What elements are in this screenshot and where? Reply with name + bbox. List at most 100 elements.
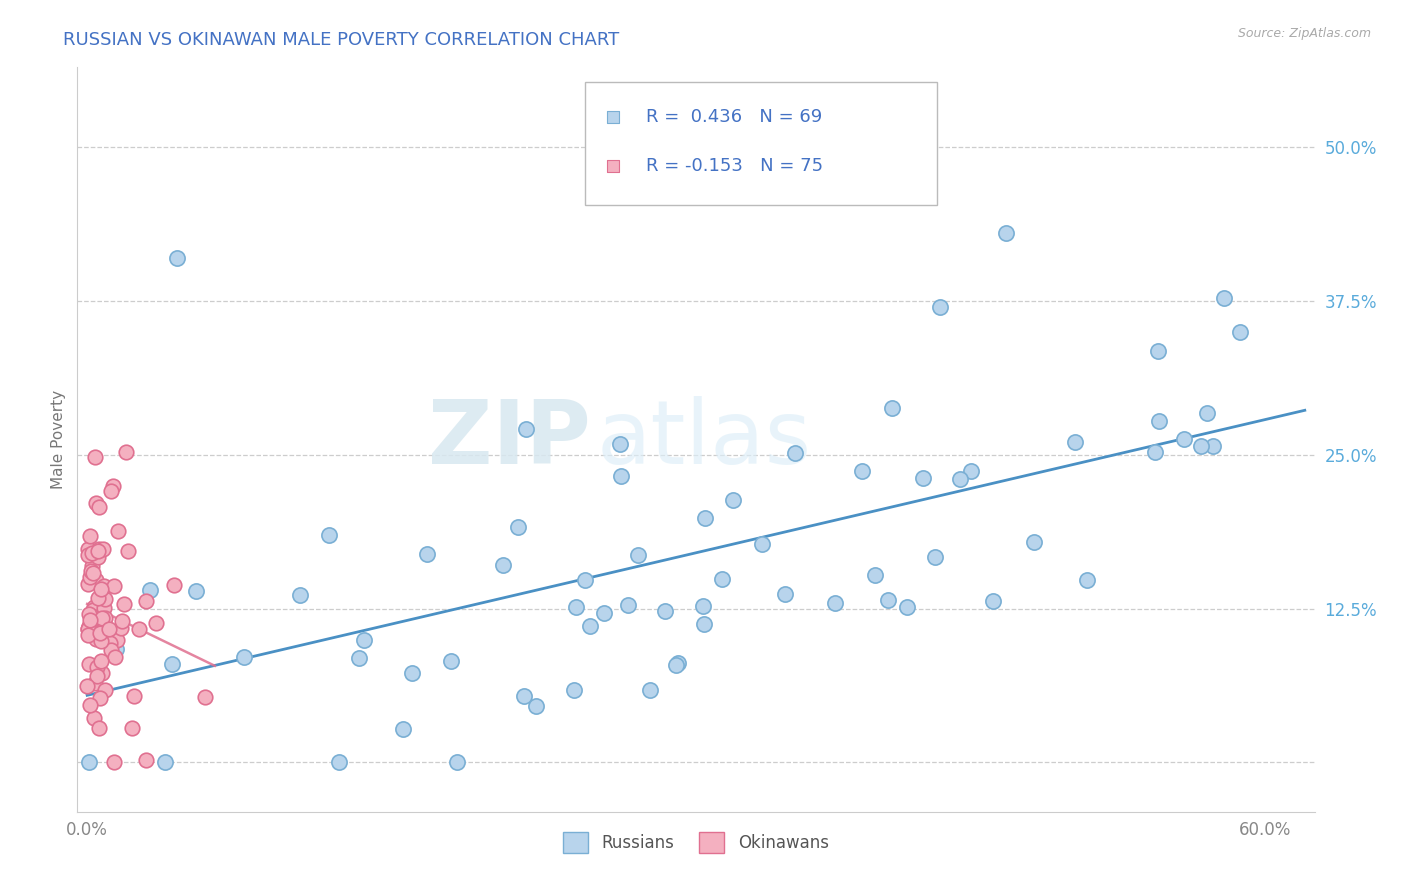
- Point: [1076, 573, 1098, 587]
- Text: atlas: atlas: [598, 396, 813, 483]
- Point: [1195, 407, 1218, 421]
- Legend: Russians, Okinawans: Russians, Okinawans: [557, 826, 835, 859]
- Point: [87, 549, 110, 564]
- Point: [84, 632, 107, 646]
- Point: [94, 592, 117, 607]
- Point: [166, 251, 188, 265]
- FancyBboxPatch shape: [585, 82, 938, 204]
- Point: [89, 542, 111, 557]
- Point: [90, 582, 112, 597]
- Point: [638, 683, 661, 698]
- Text: R = -0.153   N = 75: R = -0.153 N = 75: [647, 157, 824, 175]
- Point: [153, 756, 176, 770]
- Point: [103, 579, 125, 593]
- Point: [960, 464, 983, 478]
- Point: [93, 542, 115, 557]
- Point: [318, 528, 340, 542]
- Point: [592, 607, 614, 621]
- Point: [912, 471, 935, 485]
- Point: [492, 558, 515, 573]
- Point: [565, 600, 588, 615]
- Point: [87, 591, 110, 605]
- Point: [90, 654, 112, 668]
- Point: [77, 607, 100, 621]
- Point: [851, 464, 873, 478]
- Point: [79, 613, 101, 627]
- Point: [79, 698, 101, 712]
- Point: [83, 450, 105, 464]
- Point: [90, 665, 112, 680]
- Point: [77, 577, 100, 591]
- Point: [79, 529, 101, 543]
- Point: [93, 579, 115, 593]
- Point: [515, 421, 537, 435]
- Point: [1202, 439, 1225, 453]
- Point: [194, 690, 217, 705]
- Point: [90, 634, 112, 648]
- Point: [104, 649, 127, 664]
- Point: [1173, 433, 1195, 447]
- Point: [160, 657, 183, 672]
- Point: [84, 573, 107, 587]
- Point: [80, 559, 103, 574]
- Point: [79, 564, 101, 578]
- Text: RUSSIAN VS OKINAWAN MALE POVERTY CORRELATION CHART: RUSSIAN VS OKINAWAN MALE POVERTY CORRELA…: [63, 31, 620, 49]
- Point: [145, 615, 167, 630]
- Point: [184, 583, 207, 598]
- Point: [80, 615, 103, 629]
- Point: [87, 500, 110, 514]
- Point: [97, 622, 120, 636]
- Text: Source: ZipAtlas.com: Source: ZipAtlas.com: [1237, 27, 1371, 40]
- Point: [121, 721, 143, 735]
- Point: [77, 549, 100, 563]
- Point: [654, 604, 676, 618]
- Point: [288, 588, 311, 602]
- Point: [609, 437, 631, 451]
- Point: [98, 636, 121, 650]
- Text: ZIP: ZIP: [427, 396, 591, 483]
- Point: [924, 549, 946, 564]
- Y-axis label: Male Poverty: Male Poverty: [51, 390, 66, 489]
- Point: [82, 609, 104, 624]
- Point: [86, 669, 108, 683]
- Point: [880, 401, 903, 415]
- Point: [101, 478, 124, 492]
- Point: [824, 596, 846, 610]
- Point: [77, 623, 100, 637]
- Point: [949, 472, 972, 486]
- Point: [665, 658, 688, 673]
- Point: [139, 582, 162, 597]
- Point: [115, 444, 138, 458]
- Point: [440, 654, 463, 668]
- Point: [574, 573, 596, 587]
- Point: [562, 682, 585, 697]
- Point: [1213, 291, 1236, 305]
- Point: [415, 547, 437, 561]
- Point: [100, 642, 122, 657]
- Point: [100, 484, 122, 499]
- Point: [124, 690, 146, 704]
- Point: [76, 628, 98, 642]
- Point: [110, 622, 132, 636]
- Point: [82, 603, 104, 617]
- Point: [89, 721, 111, 735]
- Point: [353, 632, 375, 647]
- Point: [117, 544, 139, 558]
- Point: [94, 611, 117, 625]
- Point: [87, 544, 110, 558]
- Point: [896, 599, 918, 614]
- Point: [77, 756, 100, 770]
- Point: [105, 632, 128, 647]
- Point: [82, 566, 104, 580]
- Point: [76, 679, 98, 693]
- Point: [163, 578, 186, 592]
- Point: [692, 599, 714, 614]
- Point: [775, 587, 797, 601]
- Point: [508, 519, 530, 533]
- Point: [79, 570, 101, 584]
- Point: [710, 572, 733, 586]
- Point: [77, 657, 100, 671]
- Point: [1229, 325, 1251, 339]
- Point: [83, 711, 105, 725]
- Point: [617, 598, 640, 612]
